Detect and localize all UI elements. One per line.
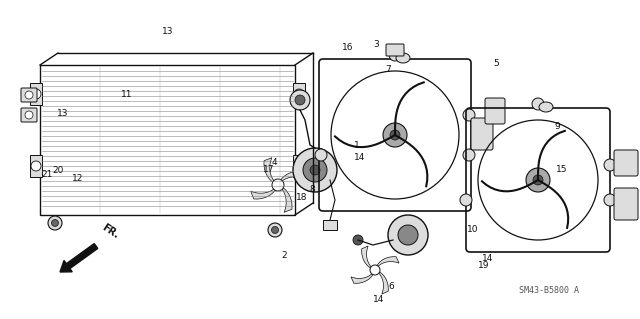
Polygon shape [280, 171, 305, 182]
Text: 13: 13 [57, 109, 68, 118]
Circle shape [460, 194, 472, 206]
Bar [30, 155, 42, 177]
Text: 7: 7 [385, 65, 390, 74]
Text: 9: 9 [554, 122, 559, 130]
FancyArrow shape [60, 244, 98, 272]
Circle shape [48, 216, 62, 230]
Text: 18: 18 [296, 193, 308, 202]
Circle shape [463, 109, 475, 121]
Circle shape [463, 149, 475, 161]
Text: 15: 15 [556, 165, 568, 174]
Text: 14: 14 [373, 295, 385, 304]
Circle shape [526, 168, 550, 192]
Polygon shape [376, 257, 399, 267]
Circle shape [353, 235, 363, 245]
Circle shape [31, 89, 41, 99]
Circle shape [272, 179, 284, 191]
Circle shape [533, 175, 543, 185]
Circle shape [389, 49, 401, 61]
Circle shape [398, 225, 418, 245]
Circle shape [293, 148, 337, 192]
Text: 5: 5 [494, 59, 499, 68]
Circle shape [604, 159, 616, 171]
Text: 3: 3 [373, 40, 378, 48]
FancyBboxPatch shape [386, 44, 404, 56]
Text: 14: 14 [482, 254, 493, 263]
Text: 1: 1 [355, 141, 360, 150]
Polygon shape [378, 271, 388, 294]
FancyBboxPatch shape [485, 98, 505, 124]
Text: 16: 16 [342, 43, 353, 52]
Text: 6: 6 [389, 282, 394, 291]
Circle shape [268, 223, 282, 237]
Text: 17: 17 [263, 165, 275, 174]
Bar [293, 83, 305, 105]
Polygon shape [251, 189, 276, 199]
Circle shape [51, 219, 58, 226]
Circle shape [294, 89, 304, 99]
Circle shape [294, 161, 304, 171]
FancyBboxPatch shape [21, 88, 37, 102]
Circle shape [310, 165, 320, 175]
Circle shape [31, 161, 41, 171]
Circle shape [25, 91, 33, 99]
Text: 19: 19 [478, 261, 490, 270]
Circle shape [303, 158, 327, 182]
Polygon shape [351, 273, 374, 283]
Circle shape [290, 90, 310, 110]
FancyBboxPatch shape [614, 150, 638, 176]
Text: 2: 2 [282, 251, 287, 260]
Circle shape [390, 130, 400, 140]
Text: 4: 4 [271, 158, 276, 167]
Text: 8: 8 [310, 185, 315, 194]
Ellipse shape [539, 102, 553, 112]
Text: 14: 14 [354, 153, 365, 162]
Circle shape [315, 149, 327, 161]
Circle shape [295, 95, 305, 105]
Ellipse shape [396, 53, 410, 63]
Polygon shape [362, 246, 372, 269]
Text: 20: 20 [52, 166, 64, 175]
Circle shape [532, 98, 544, 110]
Bar [323, 220, 337, 230]
Text: 11: 11 [121, 90, 132, 99]
Text: SM43-B5800 A: SM43-B5800 A [519, 286, 579, 295]
FancyBboxPatch shape [21, 108, 37, 122]
Text: 21: 21 [42, 170, 53, 179]
Circle shape [383, 123, 407, 147]
Text: 12: 12 [72, 174, 84, 183]
FancyBboxPatch shape [614, 188, 638, 220]
Polygon shape [264, 158, 275, 183]
Circle shape [388, 215, 428, 255]
Text: 10: 10 [467, 225, 478, 234]
FancyBboxPatch shape [471, 118, 493, 150]
Circle shape [271, 226, 278, 234]
Circle shape [370, 265, 380, 275]
Circle shape [25, 111, 33, 119]
Bar [30, 83, 42, 105]
Polygon shape [282, 187, 292, 212]
Text: 13: 13 [162, 27, 173, 36]
Circle shape [604, 194, 616, 206]
Bar [293, 155, 305, 177]
Text: FR.: FR. [100, 222, 120, 240]
